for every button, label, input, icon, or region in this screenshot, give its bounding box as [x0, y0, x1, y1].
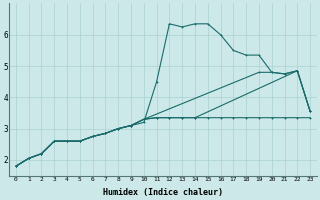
- X-axis label: Humidex (Indice chaleur): Humidex (Indice chaleur): [103, 188, 223, 197]
